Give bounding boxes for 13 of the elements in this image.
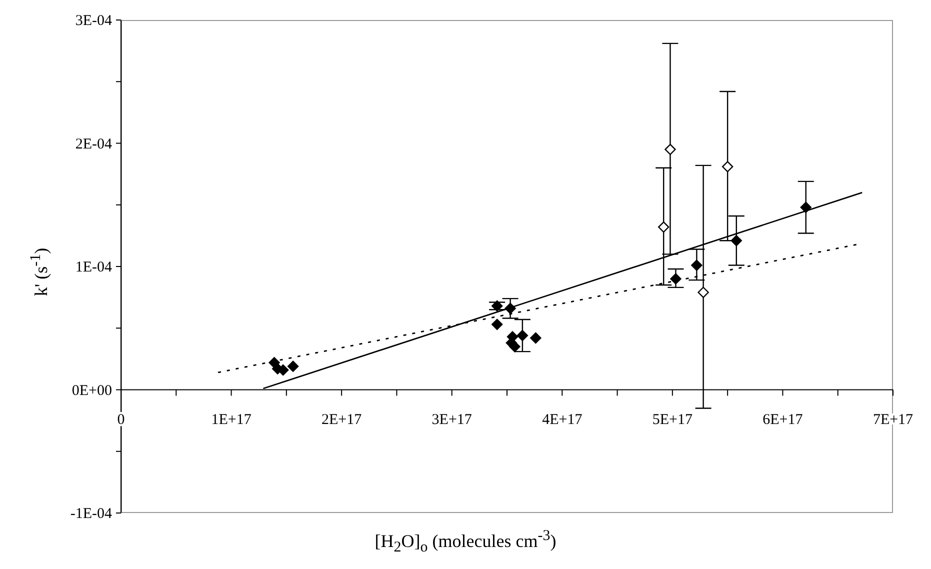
x-tick-label: 5E+17 (652, 412, 693, 428)
x-tick-label: 2E+17 (322, 412, 362, 428)
x-tick-label: 6E+17 (762, 412, 804, 428)
y-tick-label: 0E+00 (72, 382, 112, 399)
x-tick-label: 7E+17 (872, 412, 914, 428)
y-tick-label: -1E-04 (70, 506, 112, 522)
x-tick-label: 4E+17 (542, 412, 583, 428)
x-tick-label: 1E+17 (211, 412, 252, 428)
x-axis-title: [H$_{2}$O]$_{o}$ (molecules cm$^{-3}$) (374, 528, 558, 557)
x-tick-label: 3E+17 (432, 412, 472, 428)
y-tick-label: 1E-04 (75, 260, 112, 276)
y-tick-label: 2E-04 (75, 136, 112, 152)
y-tick-label: 3E-04 (75, 13, 112, 29)
